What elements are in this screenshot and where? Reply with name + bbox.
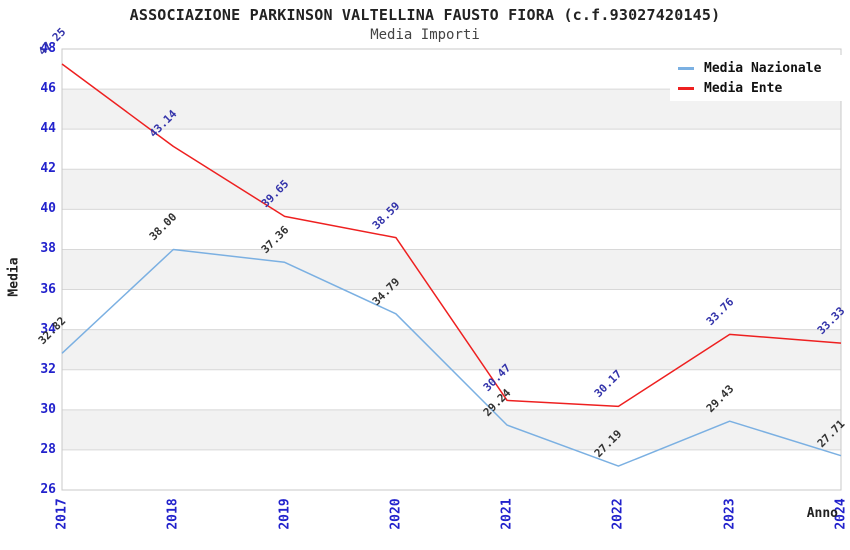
y-tick-label: 26: [40, 482, 56, 497]
y-tick-label: 28: [40, 441, 56, 457]
x-tick-label: 2017: [54, 498, 70, 530]
plot-border: [61, 48, 842, 491]
y-tick-label: 46: [40, 81, 56, 97]
legend-label: Media Ente: [704, 80, 783, 96]
legend-item-media-nazionale[interactable]: Media Nazionale: [678, 59, 842, 77]
legend: Media Nazionale Media Ente: [670, 55, 842, 101]
legend-item-media-ente[interactable]: Media Ente: [678, 79, 842, 97]
plot-band: [62, 329, 841, 370]
x-tick-label: 2023: [722, 498, 738, 530]
x-tick-label: 2018: [165, 498, 181, 530]
plot-band: [62, 249, 841, 290]
series-line-media-ente: [61, 63, 842, 408]
x-tick-label: 2021: [499, 498, 515, 530]
chart-title: ASSOCIAZIONE PARKINSON VALTELLINA FAUSTO…: [129, 6, 721, 24]
plot-band: [62, 169, 841, 210]
y-tick-label: 30: [40, 401, 56, 417]
chart-subtitle: Media Importi: [370, 27, 480, 43]
x-tick-label: 2020: [388, 498, 404, 530]
y-tick-label: 42: [40, 161, 56, 177]
plot-band: [62, 409, 841, 450]
y-tick-label: 44: [40, 121, 56, 137]
y-tick-label: 34: [40, 321, 56, 337]
y-tick-label: 48: [40, 41, 56, 56]
series-line-media-nazionale: [61, 248, 842, 467]
y-axis-title: Media: [6, 257, 22, 297]
x-axis-title: Anno: [806, 506, 838, 521]
legend-swatch-media-nazionale-icon: [678, 66, 694, 70]
y-tick-label: 40: [40, 201, 56, 217]
y-tick-label: 36: [40, 281, 56, 297]
legend-swatch-media-ente-icon: [678, 86, 694, 90]
y-tick-label: 38: [40, 241, 56, 257]
x-tick-label: 2019: [277, 498, 293, 530]
y-tick-label: 32: [40, 361, 56, 377]
x-tick-label: 2022: [610, 498, 626, 530]
legend-label: Media Nazionale: [704, 60, 822, 76]
